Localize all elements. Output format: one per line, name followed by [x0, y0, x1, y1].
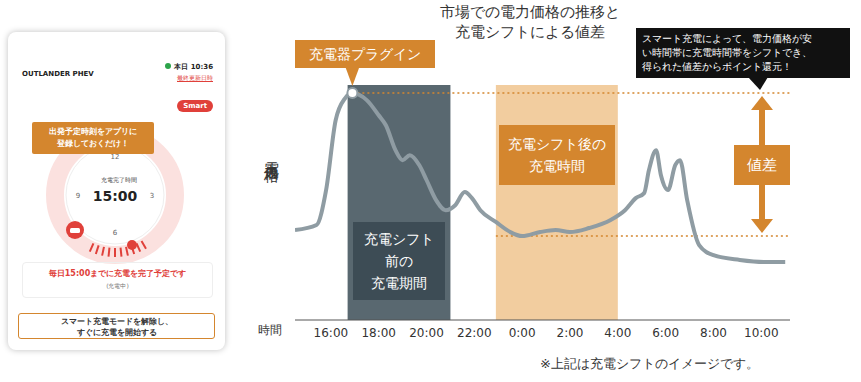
html-text:スマート充電によって、電力価格が安 い時間帯に充電時間帯をシ: スマート充電によって、電力価格が安 い時間帯に充電時間帯をシフトでき、 得られた… [642, 33, 812, 72]
html-text:時間: 時間 [258, 323, 282, 337]
html-text:充電器プラグイン: 充電器プラグイン [309, 46, 422, 62]
svg-text:4:00: 4:00 [604, 326, 631, 340]
svg-text:20:00: 20:00 [409, 326, 444, 340]
html-text:電力価格: 電力価格 [263, 150, 281, 158]
html-text:毎日15:00までに充電を完了予定です: 毎日15:00までに充電を完了予定です [48, 269, 187, 278]
svg-text:6:00: 6:00 [652, 326, 679, 340]
svg-text:6: 6 [113, 229, 118, 237]
svg-text:3: 3 [150, 192, 154, 200]
svg-text:12: 12 [111, 153, 120, 161]
svg-text:10:00: 10:00 [744, 326, 779, 340]
html-text:値差: 値差 [747, 155, 777, 174]
html-text:Smart: Smart [183, 102, 207, 110]
html-text:スマート充電モードを解除し、 すぐに充電を開始する: スマート充電モードを解除し、 すぐに充電を開始する [60, 317, 173, 337]
svg-text:8:00: 8:00 [700, 326, 727, 340]
svg-text:16:00: 16:00 [314, 326, 349, 340]
svg-text:9: 9 [76, 192, 80, 200]
html-text:最終更新日時: 最終更新日時 [177, 74, 213, 81]
html-text:市場での電力価格の推移と 充電シフトによる値差: 市場での電力価格の推移と 充電シフトによる値差 [440, 3, 620, 41]
svg-text:15:00: 15:00 [93, 188, 138, 204]
svg-text:充電完了時間: 充電完了時間 [101, 176, 137, 183]
svg-text:18:00: 18:00 [361, 326, 396, 340]
html-text:充電シフト 前の 充電期間: 充電シフト 前の 充電期間 [364, 231, 434, 291]
html-text:出発予定時刻をアプリに 登録しておくだけ！: 出発予定時刻をアプリに 登録しておくだけ！ [49, 127, 137, 148]
svg-text:22:00: 22:00 [457, 326, 492, 340]
svg-text:0:00: 0:00 [509, 326, 536, 340]
html-text:※上記は充電シフトのイメージです。: ※上記は充電シフトのイメージです。 [540, 356, 759, 371]
html-text:(充電中): (充電中) [106, 282, 129, 289]
html-text:OUTLANDER PHEV: OUTLANDER PHEV [22, 70, 94, 78]
svg-text:2:00: 2:00 [557, 326, 584, 340]
html-text:本日 10:36: 本日 10:36 [174, 63, 213, 71]
html-text:充電シフト後の 充電時間: 充電シフト後の 充電時間 [507, 136, 606, 174]
